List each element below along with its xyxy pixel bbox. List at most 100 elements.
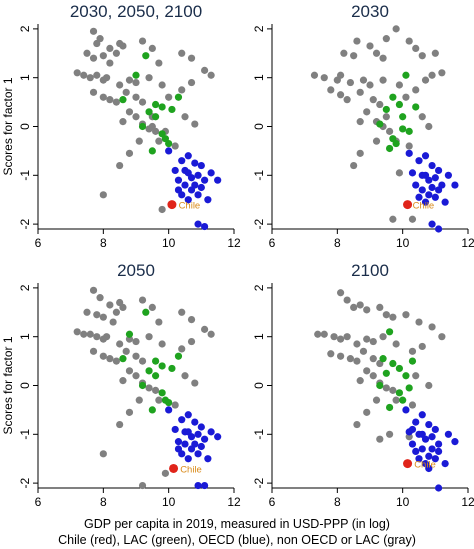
point-green (142, 52, 150, 60)
point-blue (174, 445, 183, 453)
point-gray (356, 301, 364, 309)
y-tick-label: 0 (252, 123, 266, 130)
point-red (403, 200, 413, 210)
point-gray (327, 350, 335, 358)
y-tick-label: -2 (252, 218, 266, 229)
point-gray (73, 69, 81, 77)
series-red (169, 463, 179, 473)
y-tick-label: -2 (18, 218, 32, 229)
point-blue (418, 445, 426, 453)
point-blue (174, 176, 183, 184)
y-tick-label: 1 (252, 74, 266, 81)
point-blue (197, 423, 205, 431)
point-blue (412, 418, 420, 426)
point-green (389, 359, 397, 368)
point-gray (372, 137, 381, 145)
point-blue (435, 440, 443, 448)
point-gray (112, 308, 120, 316)
point-blue (197, 183, 205, 192)
point-gray (187, 78, 196, 87)
point-blue (425, 452, 433, 460)
point-gray (359, 347, 368, 355)
panel-title: 2050 (117, 261, 155, 280)
point-gray (382, 35, 390, 43)
point-blue (194, 171, 202, 179)
point-gray (125, 108, 134, 116)
point-gray (412, 86, 420, 94)
point-gray (395, 169, 403, 177)
panel-title: 2030 (351, 2, 389, 21)
panel-title: 2030, 2050, 2100 (70, 2, 202, 21)
point-gray (389, 386, 397, 394)
point-gray (99, 93, 107, 101)
point-green (379, 355, 387, 363)
point-green (165, 398, 173, 407)
point-green (395, 364, 403, 373)
point-green (138, 381, 147, 390)
chile-annotation: Chile (413, 201, 435, 212)
point-gray (138, 37, 147, 45)
point-green (382, 369, 390, 377)
series-green (119, 308, 183, 414)
point-gray (369, 372, 377, 380)
point-gray (408, 347, 417, 355)
point-gray (135, 396, 143, 404)
point-gray (99, 313, 107, 321)
series-green (376, 71, 420, 153)
point-gray (116, 420, 124, 429)
point-blue (435, 186, 443, 194)
point-blue (194, 430, 202, 438)
point-blue (408, 440, 417, 448)
point-green (152, 113, 160, 121)
point-gray (125, 76, 134, 84)
point-gray (148, 44, 156, 53)
point-green (148, 147, 156, 155)
point-gray (158, 81, 166, 89)
y-tick-label: 0 (252, 382, 266, 389)
point-gray (93, 333, 101, 341)
point-blue (165, 406, 173, 414)
point-gray (132, 337, 140, 346)
x-tick-label: 8 (100, 495, 107, 509)
point-blue (171, 425, 179, 434)
point-gray (353, 420, 361, 429)
series-blue (165, 147, 222, 231)
point-gray (93, 71, 101, 79)
point-gray (89, 286, 98, 294)
point-gray (106, 44, 114, 53)
point-blue (184, 169, 192, 177)
point-gray (80, 71, 88, 79)
point-gray (438, 333, 446, 341)
point-gray (418, 342, 426, 351)
point-green (152, 357, 160, 365)
point-gray (99, 191, 107, 199)
x-tick-label: 6 (269, 495, 276, 509)
point-gray (363, 408, 371, 416)
point-gray (337, 352, 345, 360)
y-tick-label: -1 (18, 170, 32, 181)
point-blue (402, 406, 410, 414)
point-gray (320, 330, 328, 338)
point-gray (366, 81, 374, 89)
x-tick-label: 12 (227, 495, 241, 509)
y-tick-label: 2 (252, 25, 266, 32)
point-gray (363, 306, 371, 314)
point-gray (155, 396, 163, 404)
series-blue (402, 406, 459, 492)
point-gray (132, 352, 140, 360)
point-gray (343, 296, 351, 304)
x-tick-label: 8 (334, 236, 341, 250)
point-gray (346, 355, 354, 363)
point-gray (402, 311, 410, 319)
point-gray (178, 86, 186, 94)
point-green (392, 139, 400, 148)
point-blue (174, 438, 183, 446)
point-gray (376, 100, 384, 109)
point-gray (93, 39, 101, 48)
point-gray (337, 71, 345, 79)
y-tick-label: -2 (252, 477, 266, 488)
point-gray (412, 372, 420, 380)
point-green (395, 100, 403, 109)
